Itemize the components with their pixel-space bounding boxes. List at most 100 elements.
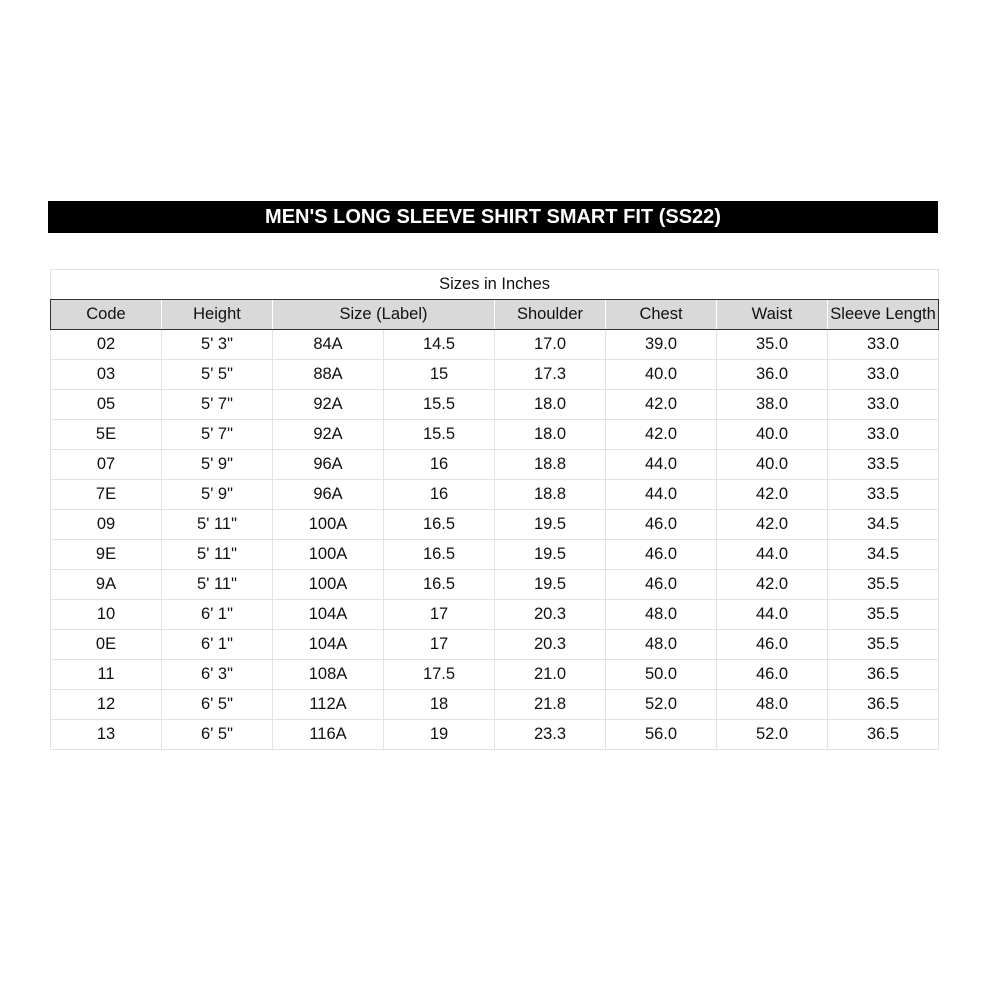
- cell-code: 10: [50, 599, 162, 630]
- cell-waist: 38.0: [716, 389, 828, 420]
- cell-size-label: 92A: [272, 389, 384, 420]
- cell-sleeve-length: 33.0: [826, 359, 940, 390]
- cell-height: 5' 5": [161, 359, 273, 390]
- header-chest: Chest: [605, 299, 717, 330]
- cell-shoulder: 17.0: [494, 329, 606, 360]
- cell-sleeve-length: 33.0: [826, 329, 940, 360]
- cell-waist: 42.0: [716, 479, 828, 510]
- cell-size-label: 104A: [272, 629, 384, 660]
- cell-sleeve-length: 33.5: [826, 449, 940, 480]
- cell-waist: 42.0: [716, 569, 828, 600]
- cell-shoulder: 18.0: [494, 389, 606, 420]
- cell-waist: 42.0: [716, 509, 828, 540]
- cell-height: 5' 7": [161, 389, 273, 420]
- cell-shoulder: 18.8: [494, 449, 606, 480]
- cell-size-number: 16: [383, 479, 495, 510]
- cell-code: 07: [50, 449, 162, 480]
- table-row: 0E 6' 1" 104A 17 20.3 48.0 46.0 35.5: [50, 629, 940, 660]
- cell-code: 11: [50, 659, 162, 690]
- cell-sleeve-length: 34.5: [826, 539, 940, 570]
- chart-title-bar: MEN'S LONG SLEEVE SHIRT SMART FIT (SS22): [48, 201, 938, 233]
- cell-chest: 44.0: [605, 479, 717, 510]
- cell-code: 12: [50, 689, 162, 720]
- cell-waist: 48.0: [716, 689, 828, 720]
- cell-shoulder: 19.5: [494, 539, 606, 570]
- cell-chest: 48.0: [605, 599, 717, 630]
- cell-sleeve-length: 36.5: [826, 719, 940, 750]
- table-row: 10 6' 1" 104A 17 20.3 48.0 44.0 35.5: [50, 599, 940, 630]
- cell-height: 5' 11": [161, 569, 273, 600]
- cell-code: 05: [50, 389, 162, 420]
- cell-sleeve-length: 35.5: [826, 569, 940, 600]
- cell-waist: 40.0: [716, 419, 828, 450]
- header-code: Code: [50, 299, 162, 330]
- cell-sleeve-length: 33.0: [826, 419, 940, 450]
- cell-waist: 40.0: [716, 449, 828, 480]
- cell-size-label: 100A: [272, 539, 384, 570]
- cell-shoulder: 23.3: [494, 719, 606, 750]
- cell-waist: 35.0: [716, 329, 828, 360]
- cell-height: 5' 7": [161, 419, 273, 450]
- cell-shoulder: 18.8: [494, 479, 606, 510]
- cell-chest: 46.0: [605, 539, 717, 570]
- cell-sleeve-length: 33.0: [826, 389, 940, 420]
- cell-chest: 46.0: [605, 569, 717, 600]
- cell-size-number: 14.5: [383, 329, 495, 360]
- cell-shoulder: 20.3: [494, 629, 606, 660]
- size-chart-table: Sizes in Inches Code Height Size (Label)…: [49, 269, 940, 750]
- cell-height: 5' 9": [161, 479, 273, 510]
- cell-size-label: 116A: [272, 719, 384, 750]
- cell-height: 5' 11": [161, 509, 273, 540]
- table-row: 5E 5' 7" 92A 15.5 18.0 42.0 40.0 33.0: [50, 419, 940, 450]
- table-row: 13 6' 5" 116A 19 23.3 56.0 52.0 36.5: [50, 719, 940, 750]
- cell-chest: 42.0: [605, 419, 717, 450]
- cell-code: 7E: [50, 479, 162, 510]
- table-row: 07 5' 9" 96A 16 18.8 44.0 40.0 33.5: [50, 449, 940, 480]
- cell-size-label: 112A: [272, 689, 384, 720]
- cell-size-number: 16.5: [383, 509, 495, 540]
- cell-shoulder: 21.8: [494, 689, 606, 720]
- table-row: 05 5' 7" 92A 15.5 18.0 42.0 38.0 33.0: [50, 389, 940, 420]
- cell-code: 13: [50, 719, 162, 750]
- cell-shoulder: 19.5: [494, 509, 606, 540]
- cell-sleeve-length: 34.5: [826, 509, 940, 540]
- cell-chest: 39.0: [605, 329, 717, 360]
- table-body: 02 5' 3" 84A 14.5 17.0 39.0 35.0 33.0 03 5' 5" 88A…: [50, 329, 940, 750]
- cell-waist: 52.0: [716, 719, 828, 750]
- cell-size-label: 92A: [272, 419, 384, 450]
- cell-code: 02: [50, 329, 162, 360]
- table-row: 9E 5' 11" 100A 16.5 19.5 46.0 44.0 34.5: [50, 539, 940, 570]
- table-caption: Sizes in Inches: [49, 269, 940, 300]
- cell-sleeve-length: 35.5: [826, 629, 940, 660]
- cell-code: 03: [50, 359, 162, 390]
- cell-size-label: 96A: [272, 449, 384, 480]
- cell-shoulder: 17.3: [494, 359, 606, 390]
- cell-size-label: 96A: [272, 479, 384, 510]
- cell-height: 6' 5": [161, 689, 273, 720]
- header-sleeve-length: Sleeve Length: [826, 299, 940, 330]
- cell-code: 09: [50, 509, 162, 540]
- header-row: Code Height Size (Label) Shoulder Chest …: [50, 299, 940, 330]
- cell-chest: 42.0: [605, 389, 717, 420]
- cell-size-number: 17.5: [383, 659, 495, 690]
- cell-size-label: 100A: [272, 509, 384, 540]
- cell-code: 5E: [50, 419, 162, 450]
- cell-sleeve-length: 33.5: [826, 479, 940, 510]
- cell-sleeve-length: 36.5: [826, 659, 940, 690]
- cell-waist: 44.0: [716, 599, 828, 630]
- cell-size-number: 16: [383, 449, 495, 480]
- cell-size-number: 17: [383, 629, 495, 660]
- cell-waist: 44.0: [716, 539, 828, 570]
- cell-size-number: 19: [383, 719, 495, 750]
- cell-chest: 46.0: [605, 509, 717, 540]
- cell-chest: 56.0: [605, 719, 717, 750]
- cell-code: 9A: [50, 569, 162, 600]
- cell-waist: 46.0: [716, 629, 828, 660]
- table-row: 09 5' 11" 100A 16.5 19.5 46.0 42.0 34.5: [50, 509, 940, 540]
- cell-height: 6' 1": [161, 629, 273, 660]
- cell-size-number: 16.5: [383, 539, 495, 570]
- header-height: Height: [161, 299, 273, 330]
- caption-row: Sizes in Inches: [49, 269, 940, 300]
- table-row: 9A 5' 11" 100A 16.5 19.5 46.0 42.0 35.5: [50, 569, 940, 600]
- cell-size-number: 15.5: [383, 389, 495, 420]
